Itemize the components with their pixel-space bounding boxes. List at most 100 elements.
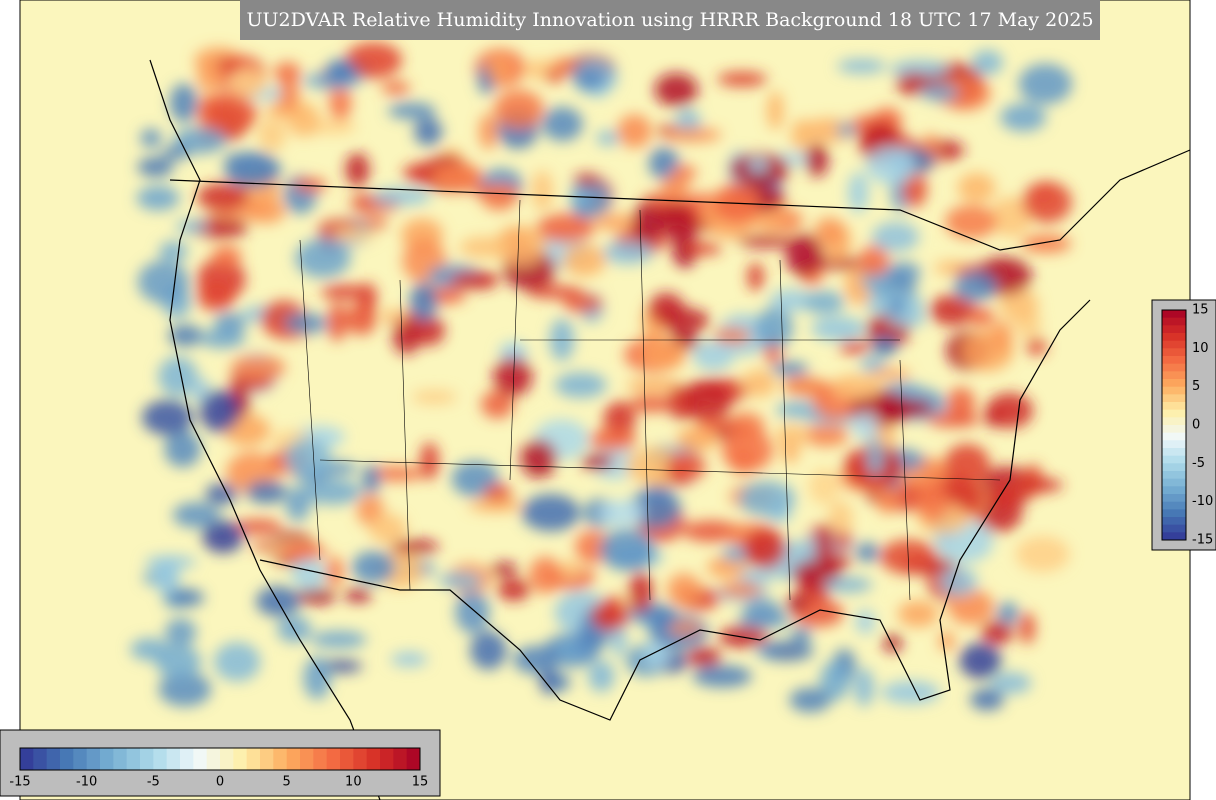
field-blob [327, 302, 348, 342]
field-blob [325, 556, 344, 588]
field-blob [296, 588, 336, 605]
field-blob [686, 647, 722, 668]
field-blob [897, 600, 939, 628]
field-blob [325, 59, 357, 85]
field-blob [362, 464, 380, 495]
field-blob [815, 257, 867, 270]
colorbar-tick-label: -15 [9, 775, 30, 790]
field-blob [196, 281, 235, 312]
field-blob [852, 412, 879, 441]
colorbar-cell [1162, 440, 1186, 449]
field-blob [536, 213, 595, 243]
field-blob [1018, 63, 1073, 105]
field-blob [562, 244, 606, 277]
colorbar-cell [100, 748, 114, 770]
colorbar-tick-label: 15 [1192, 303, 1209, 318]
state-lines [299, 199, 1001, 601]
colorbar-cell [33, 748, 48, 770]
field-blob [671, 452, 707, 481]
field-blob [927, 412, 981, 428]
field-blob [520, 439, 557, 479]
colorbar-cell [166, 748, 181, 770]
field-blob [660, 175, 689, 204]
field-blob [199, 390, 240, 433]
field-blob [197, 182, 249, 212]
field-blob [823, 576, 873, 593]
boundaries [149, 59, 1190, 800]
field-blob [996, 601, 1019, 626]
field-blob [1022, 181, 1072, 223]
field-blob [837, 58, 887, 74]
field-blob [999, 288, 1039, 321]
field-blob [871, 335, 898, 356]
field-blob [786, 595, 807, 613]
field-blob [631, 202, 661, 244]
field-blob [810, 316, 866, 341]
field-blob [591, 213, 641, 231]
field-blob [531, 170, 553, 211]
field-blob [848, 171, 869, 214]
field-blob [168, 324, 203, 347]
colorbar-tick-label: -5 [1192, 456, 1205, 471]
field-blob [882, 634, 903, 653]
field-blob [541, 106, 583, 142]
west-coast [149, 59, 381, 800]
colorbar-cell [1162, 501, 1186, 510]
field-blob [345, 152, 370, 187]
map-area [20, 0, 1190, 800]
field-blob [557, 560, 584, 579]
field-blob [285, 486, 311, 522]
field-blob [391, 539, 439, 555]
field-blob [737, 235, 794, 248]
field-blob [742, 369, 777, 398]
field-blob [158, 356, 198, 397]
colorbar-tick-label: 10 [345, 775, 362, 790]
colorbar-cell [1162, 432, 1186, 441]
field-blob [957, 172, 996, 203]
field-blob [137, 157, 174, 177]
field-blob [648, 147, 680, 180]
field-blob [742, 599, 783, 625]
title-box [240, 0, 1100, 40]
field-blob [164, 430, 201, 468]
colorbar-cell [313, 748, 328, 770]
field-blob [571, 182, 592, 210]
colorbar-tick-label: 15 [412, 775, 429, 790]
field-blob [545, 69, 564, 83]
colorbar-cell [153, 748, 168, 770]
field-blob [169, 83, 198, 123]
colorbar-cell [246, 748, 261, 770]
field-blob [420, 442, 439, 480]
colorbar-tick-label: -10 [76, 775, 97, 790]
colorbar-bottom: -15 -10 -5 0 5 10 15 [9, 747, 429, 790]
field-blob [481, 390, 514, 419]
field-blob [284, 312, 328, 335]
field-blob [747, 156, 769, 174]
field-blob [692, 665, 753, 688]
field-blob [682, 242, 723, 256]
field-blob [758, 640, 814, 662]
field-blob [158, 671, 212, 707]
field-blob [1015, 535, 1070, 573]
field-blob [295, 238, 351, 278]
field-blob [529, 556, 562, 594]
field-blob [628, 395, 674, 413]
field-blob [438, 572, 483, 589]
field-blob [967, 307, 995, 327]
colorbar-cell [1162, 532, 1186, 541]
south-east-coast [259, 299, 1091, 721]
colorbar-cell [126, 748, 141, 770]
field-blob [986, 485, 1019, 510]
field-blob [199, 329, 246, 349]
field-blob [409, 282, 438, 322]
colorbar-cell [1162, 348, 1186, 357]
colorbar-tick-label: -15 [1192, 533, 1213, 548]
colorbar-cell [1162, 517, 1186, 526]
field-blob [719, 582, 763, 598]
field-blob [990, 320, 1013, 353]
field-blob [791, 118, 811, 152]
colorbar-cell [46, 748, 61, 770]
colorbar-cell [1162, 425, 1186, 434]
field-blob [803, 424, 849, 447]
colorbar-tick-label: 10 [1192, 341, 1209, 356]
